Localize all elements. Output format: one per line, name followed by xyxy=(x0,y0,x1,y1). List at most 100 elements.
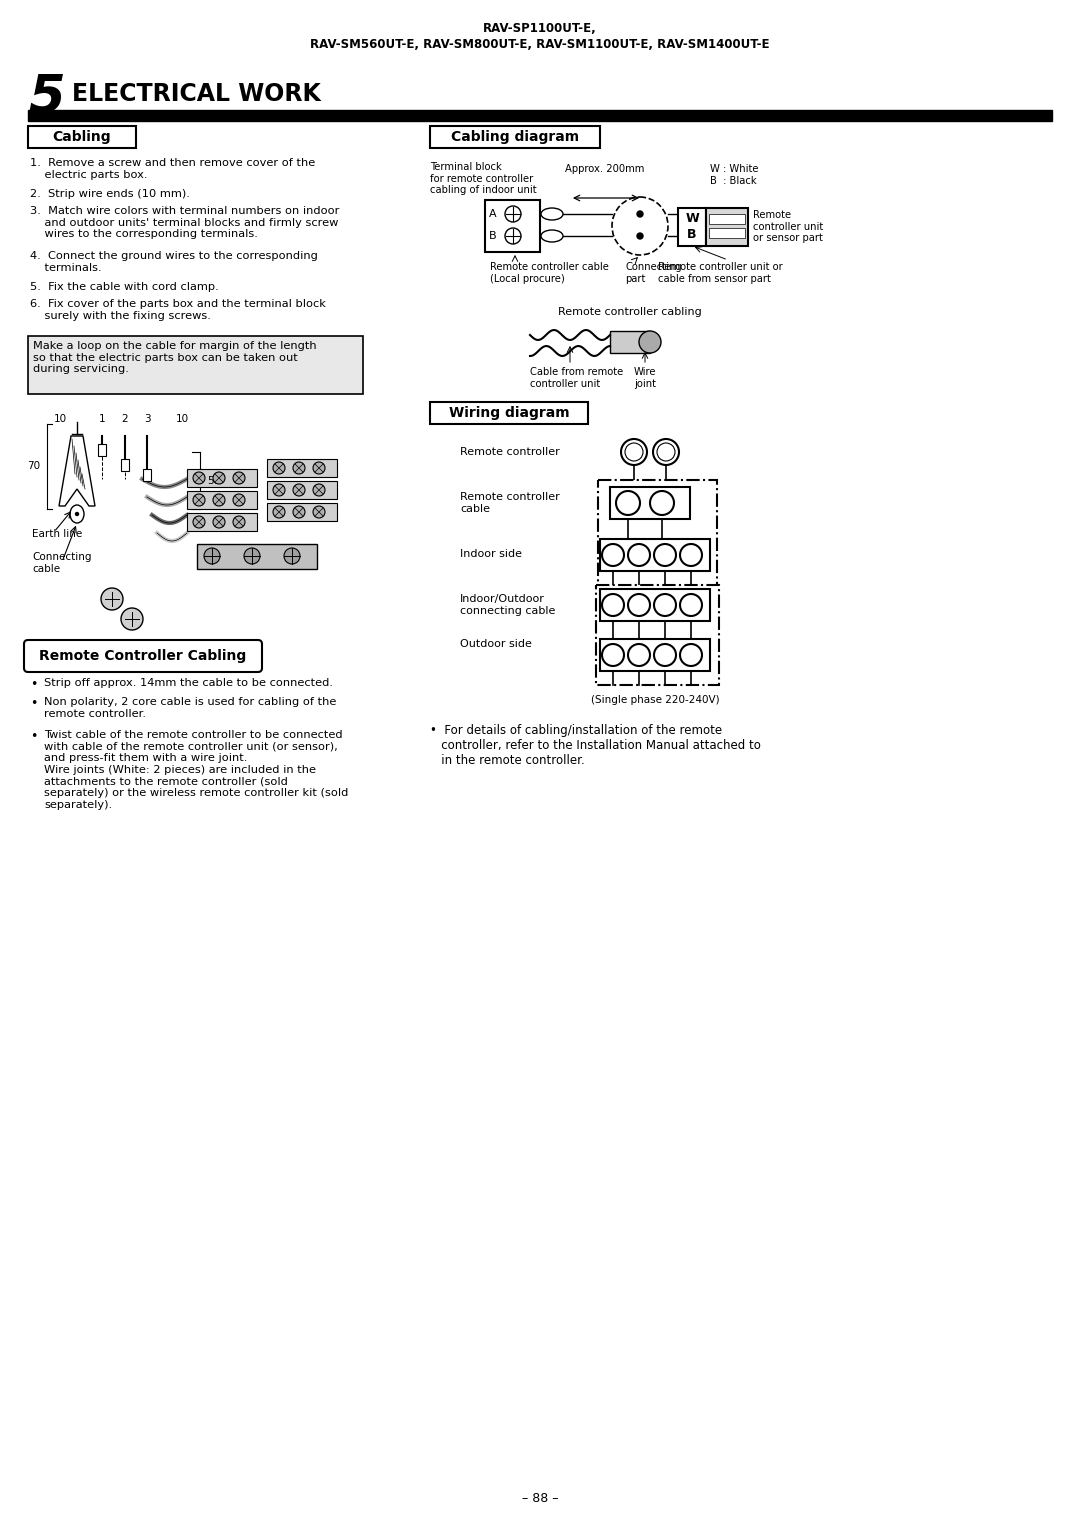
Ellipse shape xyxy=(680,644,702,666)
Text: Twist cable of the remote controller to be connected
with cable of the remote co: Twist cable of the remote controller to … xyxy=(44,730,349,810)
Text: ③: ③ xyxy=(660,551,670,560)
Ellipse shape xyxy=(213,515,225,528)
Bar xyxy=(610,486,690,518)
Ellipse shape xyxy=(602,595,624,616)
Text: Connecting
cable: Connecting cable xyxy=(32,552,92,573)
Ellipse shape xyxy=(273,506,285,518)
Ellipse shape xyxy=(102,589,123,610)
Ellipse shape xyxy=(213,494,225,506)
Text: ①: ① xyxy=(608,599,618,610)
Text: Remote controller cabling: Remote controller cabling xyxy=(558,307,702,317)
Text: ⊕: ⊕ xyxy=(686,599,696,610)
Ellipse shape xyxy=(273,483,285,496)
Ellipse shape xyxy=(627,544,650,566)
Ellipse shape xyxy=(654,595,676,616)
Ellipse shape xyxy=(121,608,143,630)
Text: Remote controller: Remote controller xyxy=(460,447,559,458)
Text: Approx. 200mm: Approx. 200mm xyxy=(565,165,645,174)
Text: Terminal block
for remote controller
cabling of indoor unit: Terminal block for remote controller cab… xyxy=(430,162,537,195)
Ellipse shape xyxy=(627,644,650,666)
Bar xyxy=(708,229,745,238)
FancyBboxPatch shape xyxy=(24,640,262,673)
Text: RAV-SM560UT-E, RAV-SM800UT-E, RAV-SM1100UT-E, RAV-SM1400UT-E: RAV-SM560UT-E, RAV-SM800UT-E, RAV-SM1100… xyxy=(310,38,770,50)
Ellipse shape xyxy=(602,544,624,566)
Ellipse shape xyxy=(541,207,563,220)
Text: ③: ③ xyxy=(660,599,670,610)
Text: 3: 3 xyxy=(144,413,150,424)
Ellipse shape xyxy=(293,506,305,518)
Bar xyxy=(267,459,337,477)
Ellipse shape xyxy=(213,473,225,483)
Bar xyxy=(28,336,363,393)
Bar xyxy=(600,538,710,570)
Text: B: B xyxy=(489,230,497,241)
Text: ①: ① xyxy=(608,551,618,560)
Text: Outdoor side: Outdoor side xyxy=(460,639,531,650)
Bar xyxy=(600,589,710,621)
Bar xyxy=(121,459,129,471)
Ellipse shape xyxy=(233,473,245,483)
Text: Cabling diagram: Cabling diagram xyxy=(451,130,579,143)
Text: Wire
joint: Wire joint xyxy=(634,368,657,389)
Ellipse shape xyxy=(627,595,650,616)
Ellipse shape xyxy=(637,233,643,239)
Bar xyxy=(187,512,257,531)
Bar xyxy=(706,207,748,246)
Text: B: B xyxy=(658,497,666,509)
Bar xyxy=(600,639,710,671)
Text: 1.  Remove a screw and then remove cover of the
    electric parts box.: 1. Remove a screw and then remove cover … xyxy=(30,159,315,180)
Text: Remote controller cable
(Local procure): Remote controller cable (Local procure) xyxy=(490,262,609,284)
Text: Strip off approx. 14mm the cable to be connected.: Strip off approx. 14mm the cable to be c… xyxy=(44,679,333,688)
Text: 4.  Connect the ground wires to the corresponding
    terminals.: 4. Connect the ground wires to the corre… xyxy=(30,252,318,273)
Bar xyxy=(197,544,318,569)
Text: B: B xyxy=(687,227,697,241)
Ellipse shape xyxy=(293,483,305,496)
Text: W: W xyxy=(685,212,699,224)
Text: A: A xyxy=(489,209,497,220)
Text: 2: 2 xyxy=(122,413,129,424)
Ellipse shape xyxy=(654,544,676,566)
Bar xyxy=(187,470,257,486)
Ellipse shape xyxy=(293,462,305,474)
Ellipse shape xyxy=(233,494,245,506)
Text: 6.  Fix cover of the parts box and the terminal block
    surely with the fixing: 6. Fix cover of the parts box and the te… xyxy=(30,299,326,320)
Text: •: • xyxy=(30,730,38,743)
Bar xyxy=(98,444,106,456)
Polygon shape xyxy=(59,436,95,506)
Text: 5: 5 xyxy=(28,72,65,124)
Ellipse shape xyxy=(637,210,643,217)
Bar xyxy=(485,200,540,252)
Ellipse shape xyxy=(657,442,675,461)
Ellipse shape xyxy=(204,547,220,564)
Text: N: N xyxy=(634,648,644,662)
Ellipse shape xyxy=(621,439,647,465)
Text: Wiring diagram: Wiring diagram xyxy=(448,406,569,419)
Ellipse shape xyxy=(680,544,702,566)
Text: – 88 –: – 88 – xyxy=(522,1491,558,1505)
Bar xyxy=(267,503,337,522)
Ellipse shape xyxy=(193,473,205,483)
Ellipse shape xyxy=(76,512,79,515)
Text: Non polarity, 2 core cable is used for cabling of the
remote controller.: Non polarity, 2 core cable is used for c… xyxy=(44,697,336,718)
Text: RAV-SP1100UT-E,: RAV-SP1100UT-E, xyxy=(483,21,597,35)
Text: Make a loop on the cable for margin of the length
so that the electric parts box: Make a loop on the cable for margin of t… xyxy=(33,342,316,374)
Text: Cable from remote
controller unit: Cable from remote controller unit xyxy=(530,368,623,389)
Text: ⊕: ⊕ xyxy=(686,648,697,662)
Bar xyxy=(610,331,650,352)
Ellipse shape xyxy=(193,494,205,506)
Text: ELECTRICAL WORK: ELECTRICAL WORK xyxy=(72,82,321,107)
Ellipse shape xyxy=(654,644,676,666)
Text: 10: 10 xyxy=(175,413,189,424)
Text: W : White: W : White xyxy=(710,165,758,174)
Text: 2.  Strip wire ends (10 mm).: 2. Strip wire ends (10 mm). xyxy=(30,189,190,198)
Ellipse shape xyxy=(284,547,300,564)
Ellipse shape xyxy=(233,515,245,528)
Bar xyxy=(430,403,588,424)
Text: 3.  Match wire colors with terminal numbers on indoor
    and outdoor units' ter: 3. Match wire colors with terminal numbe… xyxy=(30,206,339,239)
Ellipse shape xyxy=(313,462,325,474)
Text: Remote controller unit or
cable from sensor part: Remote controller unit or cable from sen… xyxy=(658,262,783,284)
Ellipse shape xyxy=(625,442,643,461)
Text: •: • xyxy=(30,697,38,711)
Text: 70: 70 xyxy=(27,461,41,471)
Bar xyxy=(143,470,151,480)
